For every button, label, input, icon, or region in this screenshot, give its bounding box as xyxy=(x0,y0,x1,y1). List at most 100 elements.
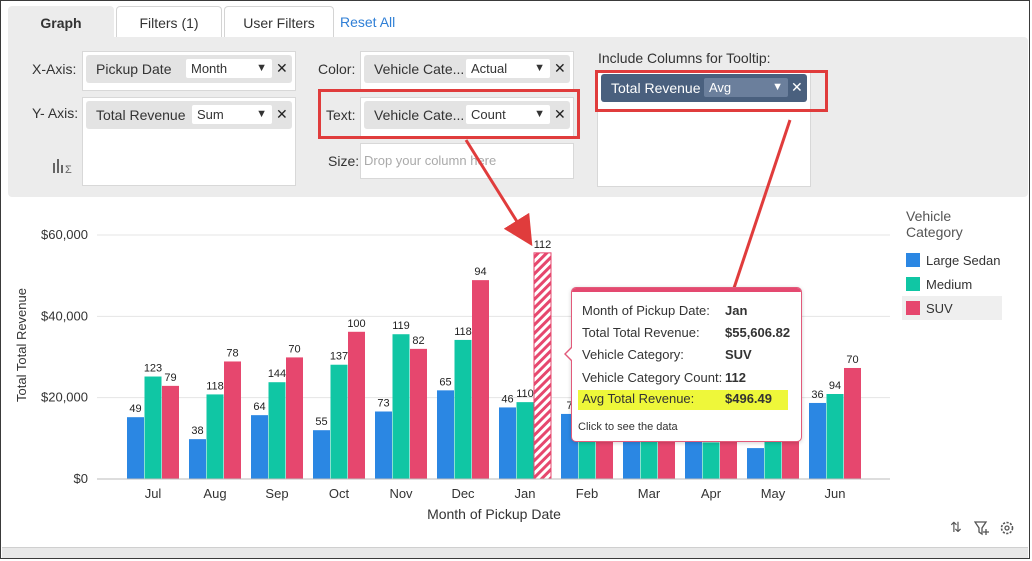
x-tick-label: May xyxy=(761,486,786,501)
bar-suv[interactable] xyxy=(224,361,241,479)
bar-data-label: 94 xyxy=(474,266,486,278)
bar-medium[interactable] xyxy=(206,394,224,479)
tooltip-pill[interactable]: Total Revenue Avg ▼ ✕ xyxy=(601,74,807,102)
y-axis-title: Total Total Revenue xyxy=(14,288,29,402)
bar-data-label: 70 xyxy=(288,343,300,355)
tooltip-key: Avg Total Revenue: xyxy=(582,391,695,406)
bar-suv[interactable] xyxy=(472,280,489,479)
bar-data-label: 65 xyxy=(439,376,451,388)
tooltip-row: Vehicle Category Count: 112 xyxy=(582,370,797,390)
tooltip-value: SUV xyxy=(725,347,752,362)
bar-large-sedan[interactable] xyxy=(809,402,826,479)
bar-suv[interactable] xyxy=(348,331,365,479)
x-tick-label: Jul xyxy=(145,486,162,501)
bar-large-sedan[interactable] xyxy=(375,411,392,479)
yaxis-agg-value: Sum xyxy=(197,107,224,122)
close-icon[interactable]: ✕ xyxy=(554,60,566,76)
tooltip-key: Vehicle Category Count: xyxy=(582,370,723,385)
tooltip-agg-select[interactable]: Avg ▼ xyxy=(704,78,788,97)
bar-large-sedan[interactable] xyxy=(251,415,268,479)
tooltip-value: 112 xyxy=(725,370,746,385)
legend-item-medium[interactable]: Medium xyxy=(902,272,1002,296)
gear-icon[interactable] xyxy=(999,520,1015,536)
x-tick-label: Aug xyxy=(203,486,226,501)
color-agg-select[interactable]: Actual ▼ xyxy=(466,59,550,78)
bar-medium[interactable] xyxy=(516,402,534,479)
tooltip-column: Total Revenue xyxy=(611,80,701,96)
bar-data-label: 144 xyxy=(268,368,286,380)
tab-filters[interactable]: Filters (1) xyxy=(116,6,222,38)
text-label: Text: xyxy=(326,107,356,123)
bar-medium[interactable] xyxy=(454,339,472,479)
chevron-down-icon: ▼ xyxy=(534,108,545,120)
yaxis-pill[interactable]: Total Revenue Sum ▼ ✕ xyxy=(86,101,292,129)
size-dropzone[interactable] xyxy=(360,143,574,179)
bar-large-sedan[interactable] xyxy=(313,430,330,479)
color-pill[interactable]: Vehicle Cate... Actual ▼ ✕ xyxy=(364,55,570,83)
chevron-down-icon: ▼ xyxy=(256,108,267,120)
bar-data-label: 110 xyxy=(516,388,534,400)
bar-suv[interactable] xyxy=(410,348,427,479)
bar-suv[interactable] xyxy=(844,367,861,479)
color-label: Color: xyxy=(318,61,356,77)
chevron-down-icon: ▼ xyxy=(256,62,267,74)
x-tick-label: Jun xyxy=(825,486,846,501)
xaxis-label: X-Axis: xyxy=(32,61,77,77)
bar-large-sedan[interactable] xyxy=(747,448,764,479)
bar-data-label: 46 xyxy=(501,393,513,405)
xaxis-agg-select[interactable]: Month ▼ xyxy=(186,59,272,78)
bar-medium[interactable] xyxy=(330,364,348,479)
legend-item-large-sedan[interactable]: Large Sedan xyxy=(902,248,1002,272)
tooltip-value: Jan xyxy=(725,303,748,318)
text-pill[interactable]: Vehicle Cate... Count ▼ ✕ xyxy=(364,101,570,129)
bar-large-sedan[interactable] xyxy=(189,439,206,479)
bar-large-sedan[interactable] xyxy=(127,417,144,479)
yaxis-agg-select[interactable]: Sum ▼ xyxy=(192,105,272,124)
bar-medium[interactable] xyxy=(392,334,410,479)
chart-type-icon[interactable]: Σ xyxy=(52,157,74,175)
chevron-down-icon: ▼ xyxy=(534,62,545,74)
x-tick-label: Apr xyxy=(701,486,722,501)
close-icon[interactable]: ✕ xyxy=(276,106,288,122)
tooltip-field-highlight xyxy=(595,70,828,112)
bar-large-sedan[interactable] xyxy=(499,407,516,479)
tooltip-row: Vehicle Category: SUV xyxy=(582,347,797,367)
config-panel: X-Axis: Pickup Date Month ▼ ✕ Y- Axis: To… xyxy=(8,37,1028,197)
bar-suv[interactable] xyxy=(533,252,552,480)
tooltip-columns-label: Include Columns for Tooltip: xyxy=(598,50,771,66)
reset-all-link[interactable]: Reset All xyxy=(340,14,396,30)
yaxis-label: Y- Axis: xyxy=(32,105,79,121)
bar-data-label: 118 xyxy=(206,380,224,392)
sort-icon[interactable]: ⇅ xyxy=(950,519,962,535)
legend-label: SUV xyxy=(926,300,953,316)
xaxis-pill[interactable]: Pickup Date Month ▼ ✕ xyxy=(86,55,292,83)
x-tick-label: Nov xyxy=(389,486,413,501)
close-icon[interactable]: ✕ xyxy=(276,60,288,76)
bar-data-label: 64 xyxy=(253,401,265,413)
bar-large-sedan[interactable] xyxy=(437,390,454,479)
tab-graph[interactable]: Graph xyxy=(8,6,114,38)
bar-suv[interactable] xyxy=(286,357,303,479)
x-tick-label: Dec xyxy=(451,486,475,501)
bar-suv[interactable] xyxy=(162,385,179,479)
size-label: Size: xyxy=(328,153,360,169)
bar-medium[interactable] xyxy=(144,376,162,479)
close-icon[interactable]: ✕ xyxy=(791,79,803,95)
bar-data-label: 79 xyxy=(164,372,176,384)
bar-medium[interactable] xyxy=(826,394,844,479)
tab-user-filters[interactable]: User Filters xyxy=(224,6,334,38)
bar-data-label: 112 xyxy=(534,239,552,251)
text-agg-select[interactable]: Count ▼ xyxy=(466,105,550,124)
bar-data-label: 119 xyxy=(392,320,410,332)
bar-data-label: 7 xyxy=(566,400,572,412)
legend-item-suv[interactable]: SUV xyxy=(902,296,1002,320)
filter-add-icon[interactable] xyxy=(974,520,990,536)
x-tick-label: Mar xyxy=(638,486,661,501)
tooltip-value: $55,606.82 xyxy=(725,325,791,340)
bar-data-label: 38 xyxy=(191,425,203,437)
bar-medium[interactable] xyxy=(702,442,720,479)
close-icon[interactable]: ✕ xyxy=(554,106,566,122)
bar-medium[interactable] xyxy=(268,382,286,479)
tooltip-footer[interactable]: Click to see the data xyxy=(578,421,678,433)
chart-tooltip[interactable]: Month of Pickup Date: Jan Total Total Rev… xyxy=(564,287,802,442)
